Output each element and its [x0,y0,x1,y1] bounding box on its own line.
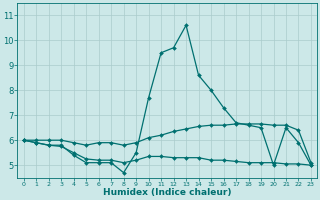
X-axis label: Humidex (Indice chaleur): Humidex (Indice chaleur) [103,188,232,197]
